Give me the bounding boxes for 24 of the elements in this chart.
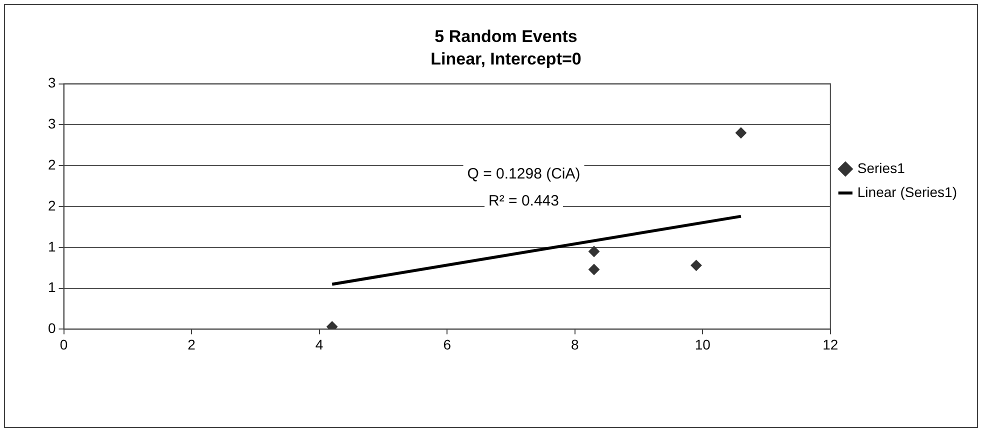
y-tick-label: 1 <box>48 279 56 296</box>
point <box>588 264 600 275</box>
point <box>588 246 600 257</box>
x-tick-label: 12 <box>822 336 838 352</box>
y-tick-label: 2 <box>48 156 56 172</box>
y-tick-label: 2 <box>48 197 56 214</box>
chart-subtitle: Linear, Intercept=0 <box>430 49 582 68</box>
x-tick-label: 2 <box>188 336 196 352</box>
y-tick-label: 1 <box>48 238 56 254</box>
x-tick-label: 0 <box>60 336 68 352</box>
y-tick-label: 0 <box>48 320 56 336</box>
y-tick-label: 3 <box>48 74 56 91</box>
chart-title: 5 Random Events <box>434 26 578 46</box>
legend-label: Series1 <box>857 160 906 176</box>
x-tick-label: 6 <box>443 336 452 352</box>
x-tick-label: 10 <box>694 336 711 352</box>
legend-label: Linear (Series1) <box>857 184 958 200</box>
x-tick-label: 8 <box>570 336 579 352</box>
point <box>735 127 746 138</box>
point <box>690 260 702 271</box>
annotation: R² = 0.443 <box>488 192 559 210</box>
x-tick-label: 4 <box>315 336 324 352</box>
y-tick-label: 3 <box>48 116 56 132</box>
annotation: Q = 0.1298 (CiA) <box>467 166 580 183</box>
